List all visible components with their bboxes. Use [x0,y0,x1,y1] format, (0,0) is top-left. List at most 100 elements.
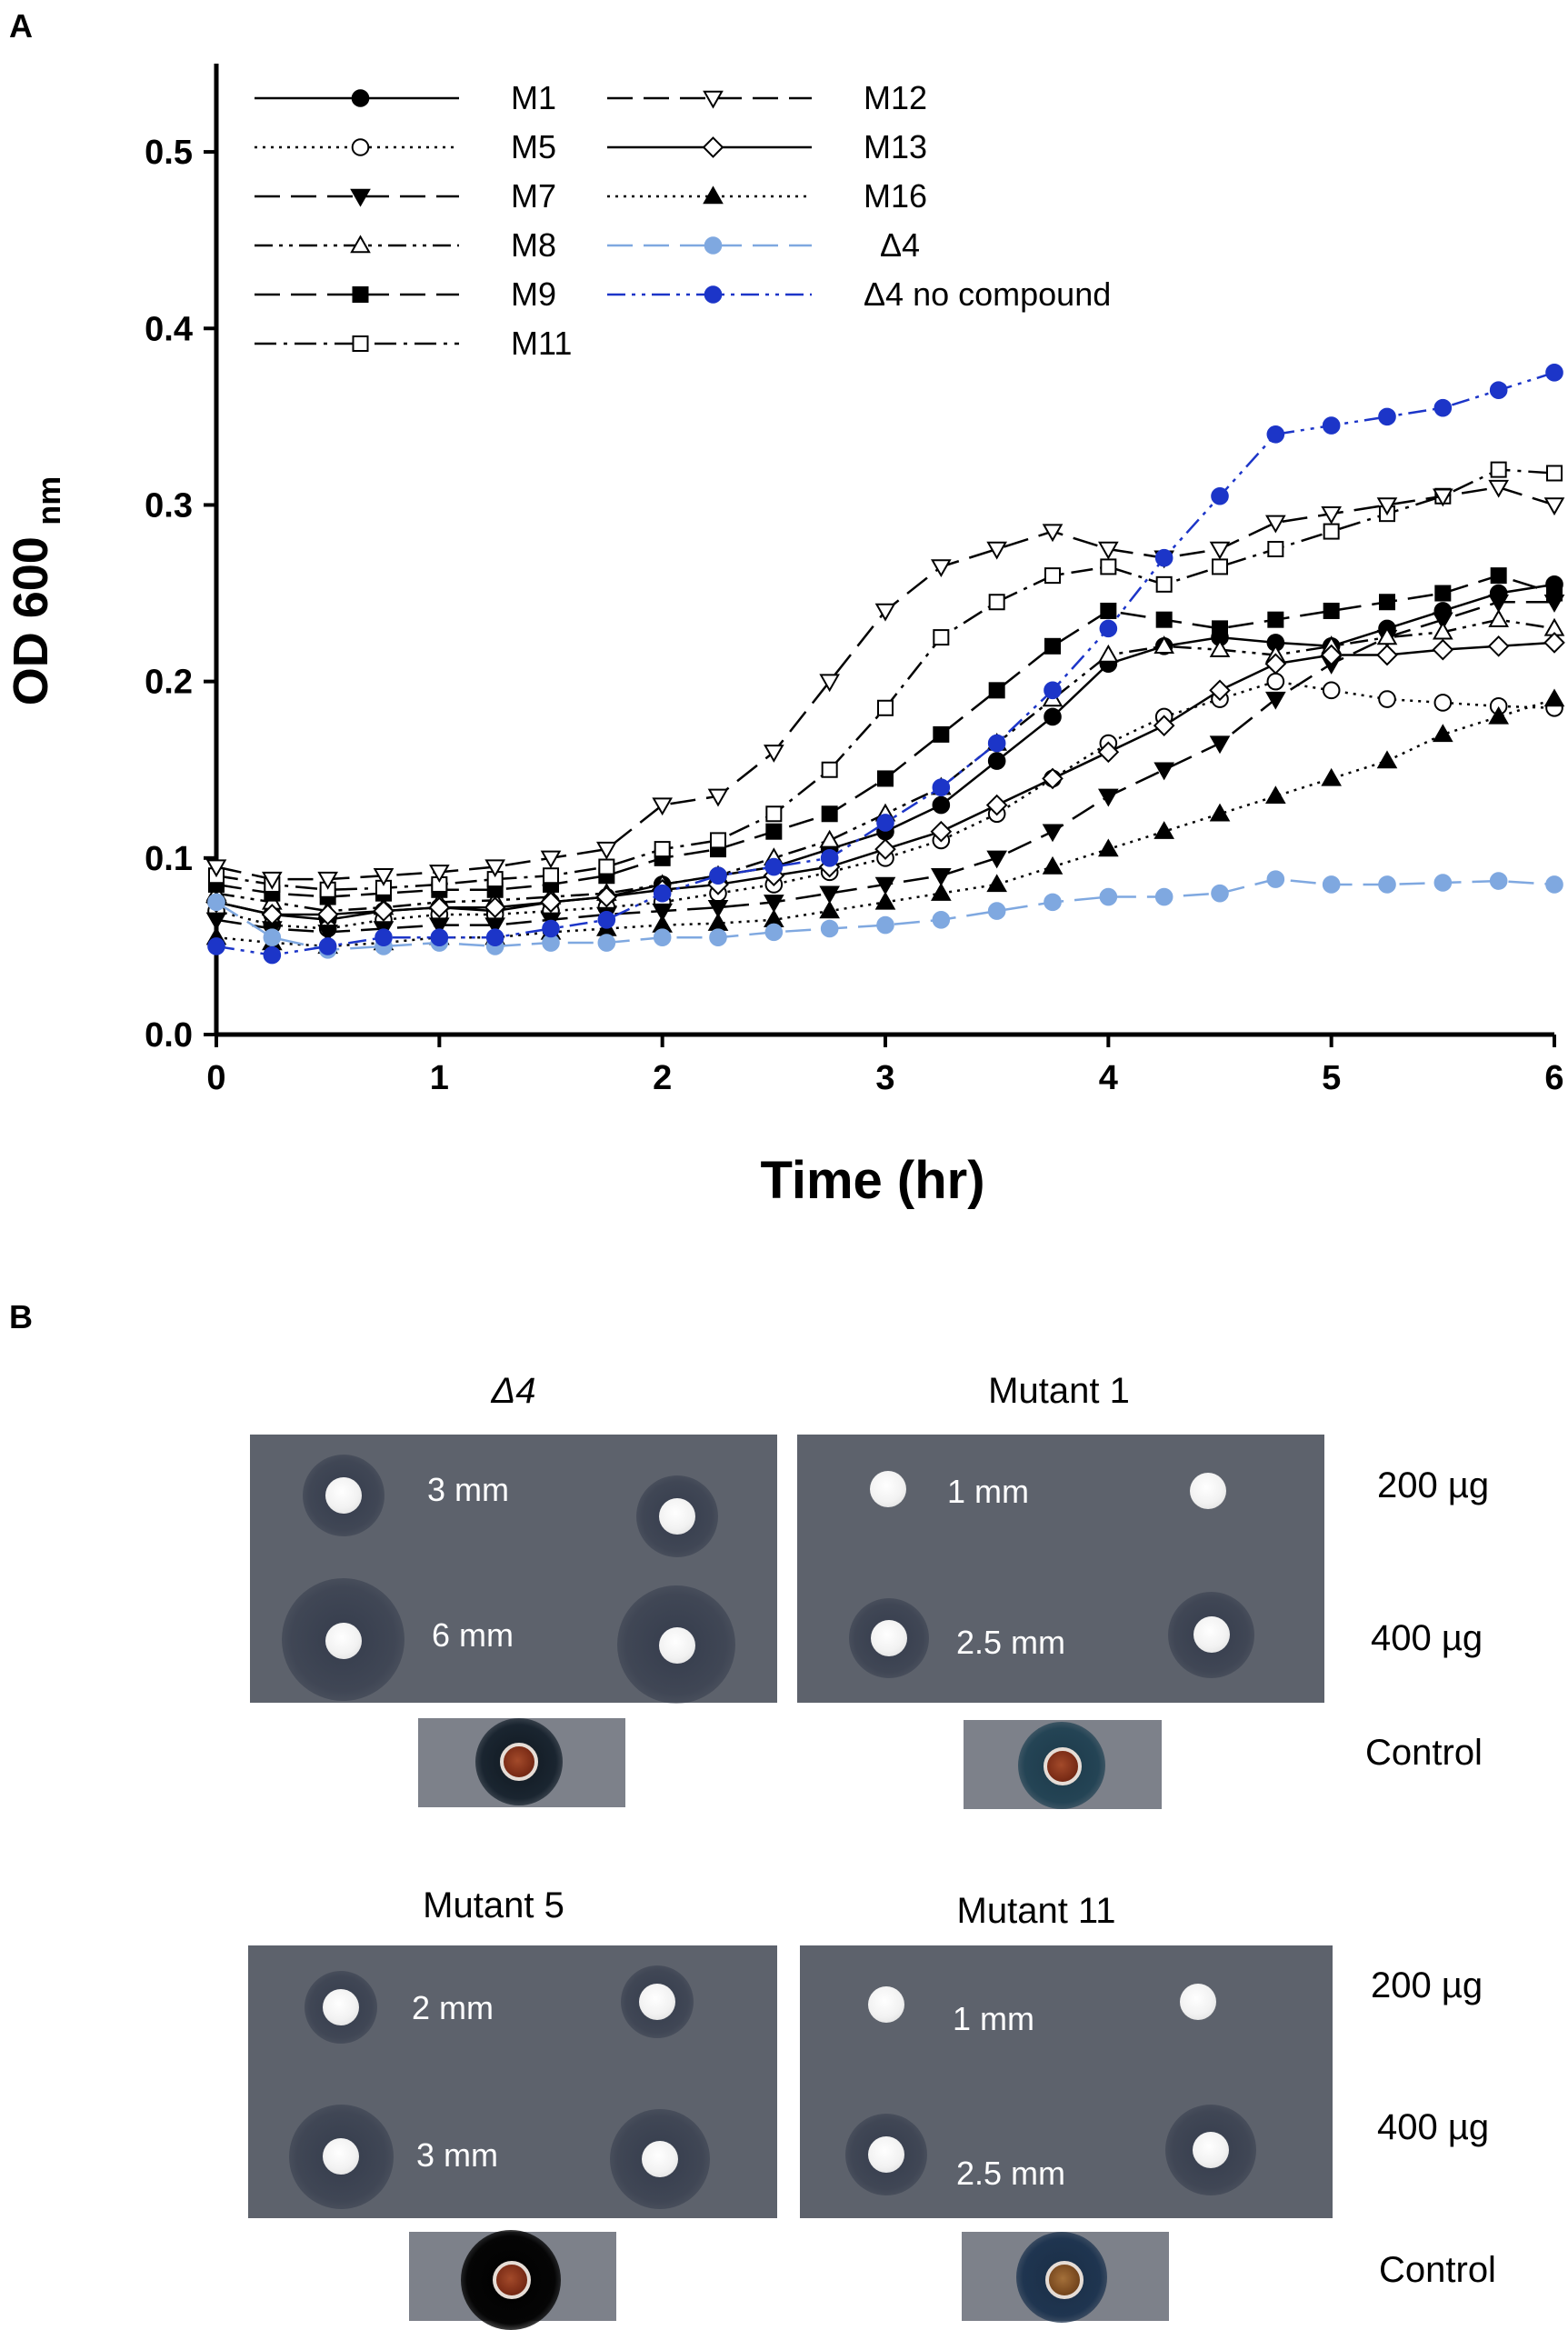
control-disc [1044,1747,1082,1785]
data-point [1433,398,1453,417]
control-disc [1045,2261,1084,2299]
data-point [1490,461,1507,478]
antibiotic-disc [868,1986,904,2023]
legend-marker [350,188,371,207]
data-point [543,867,559,885]
data-point [1265,785,1286,805]
legend-entry: M13 [607,128,927,165]
data-point [1097,741,1120,764]
data-point [1266,870,1285,888]
data-point [876,915,894,935]
data-point [710,832,726,849]
y-tick-label: 0.0 [145,1016,193,1055]
data-point [707,788,729,807]
data-point [1376,497,1398,516]
legend-marker [704,285,723,304]
data-point [1376,750,1398,769]
chart-series [205,364,1565,965]
data-point [484,917,505,936]
data-point [263,945,282,965]
antibiotic-disc [642,2141,678,2177]
data-point [1321,505,1342,525]
legend-marker [352,335,369,352]
data-point [1488,595,1509,613]
y-tick-label: 0.1 [145,840,193,878]
legend-label: M12 [864,79,927,116]
control-disc [493,2261,531,2299]
data-point [820,919,839,938]
data-point [1267,611,1284,628]
series-delta4-no-compound [207,364,1563,965]
data-point [932,910,951,929]
x-axis-label: Time (hr) [760,1151,984,1210]
data-point [987,752,1006,770]
data-point [652,797,673,816]
series-M12 [205,479,1565,890]
data-point [1320,644,1343,666]
data-point [430,928,449,946]
data-point [1044,707,1062,726]
data-point [986,541,1007,560]
data-point [877,699,894,716]
zone-label-200: 1 mm [953,2000,1034,2037]
data-point [207,893,225,912]
antibiotic-disc [325,1477,362,1514]
data-point [1488,705,1509,725]
data-point [874,876,896,895]
data-point [986,850,1007,869]
data-point [1212,558,1228,575]
data-point [653,884,672,903]
data-point [819,674,840,693]
zone-label-400: 2.5 mm [956,2155,1066,2192]
antibiotic-disc [1190,1473,1226,1509]
antibiotic-disc [659,1498,695,1535]
x-tick-label: 3 [875,1059,894,1097]
legend-marker [351,138,370,156]
data-point [1212,620,1228,637]
data-point [205,859,227,878]
data-point [1267,541,1284,557]
data-point [931,868,952,886]
antibiotic-disc [639,1984,675,2020]
data-point [1154,821,1174,839]
y-tick-label: 0.4 [145,310,193,348]
data-point [1154,887,1174,906]
data-point [1432,638,1454,661]
legend-entry: M9 [255,275,556,313]
data-point [1376,644,1398,666]
zone-label-400: 6 mm [432,1616,514,1654]
x-tick-label: 5 [1322,1059,1341,1097]
data-point [1490,567,1507,585]
data-point [1266,425,1285,444]
data-point [316,904,339,925]
data-point [1155,611,1173,628]
data-point [764,857,784,876]
control-plate-mutant5 [409,2230,616,2330]
data-point [1042,524,1064,543]
data-point [1546,465,1563,482]
data-point [930,820,953,843]
x-tick-label: 4 [1099,1059,1118,1097]
data-point [1545,875,1563,894]
legend-entry: M12 [607,79,927,116]
x-tick-label: 6 [1544,1059,1563,1097]
data-point [1376,626,1398,645]
data-point [1098,788,1119,807]
data-point [485,928,504,946]
data-point [874,838,896,860]
series-line [215,618,1555,913]
legend-label: M7 [511,177,556,215]
legend-entry: M16 [607,177,927,215]
y-axis-label-sub: nm [30,476,67,525]
data-point [1546,585,1563,602]
data-point [931,559,952,578]
y-axis-label-main: OD 600 [4,536,58,705]
x-tick-label: 2 [653,1059,672,1097]
data-point [1042,767,1064,790]
legend-label: M11 [511,325,572,362]
data-point [1489,381,1508,400]
data-point [318,937,337,955]
data-point [1099,619,1118,638]
y-tick-label: 0.3 [145,486,193,525]
antibiotic-disc [1193,2132,1229,2168]
